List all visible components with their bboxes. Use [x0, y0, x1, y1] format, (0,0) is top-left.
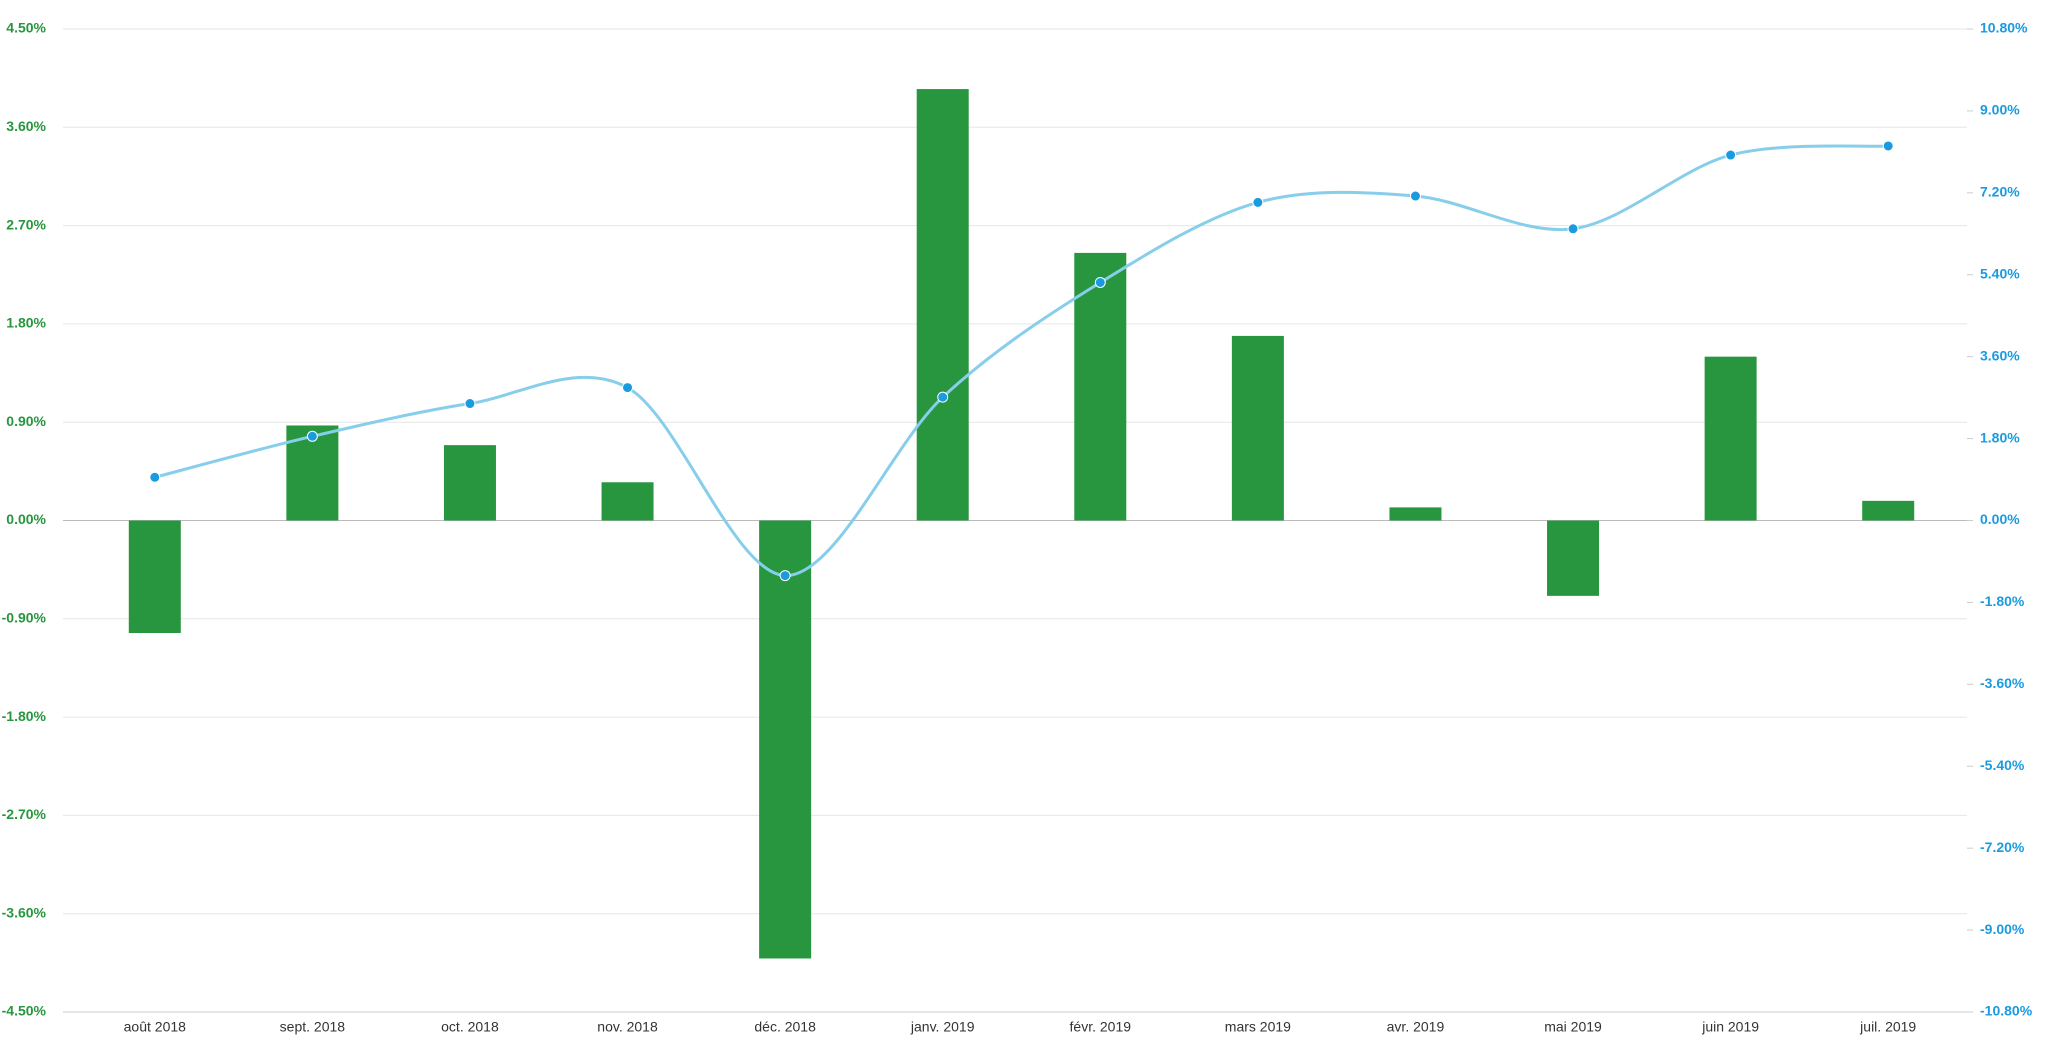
x-tick-label: mai 2019	[1544, 1019, 1602, 1035]
bar	[1547, 520, 1600, 596]
bar	[1231, 335, 1284, 521]
line-marker	[1725, 149, 1737, 161]
line-marker	[1882, 140, 1894, 152]
x-tick-label: août 2018	[124, 1019, 186, 1035]
y-tick-label: 1.80%	[6, 315, 46, 331]
line-marker	[779, 570, 791, 582]
y-tick-label: -4.50%	[2, 1003, 47, 1019]
line-marker	[464, 398, 476, 410]
y2-tick-label: 1.80%	[1980, 429, 2020, 445]
y-tick-label: -2.70%	[2, 806, 47, 822]
line-marker	[1094, 276, 1106, 288]
y2-tick-label: -1.80%	[1980, 593, 2025, 609]
y-tick-label: 4.50%	[6, 20, 46, 36]
bar	[443, 445, 496, 521]
y-tick-label: 0.00%	[6, 511, 46, 527]
line	[154, 144, 1889, 578]
line-marker	[149, 471, 161, 483]
y2-tick-label: -5.40%	[1980, 757, 2025, 773]
y2-tick-label: -7.20%	[1980, 839, 2025, 855]
line-marker	[937, 391, 949, 403]
y2-tick-label: -3.60%	[1980, 675, 2025, 691]
y-tick-label: -1.80%	[2, 708, 47, 724]
line-marker	[1567, 223, 1579, 235]
x-tick-label: sept. 2018	[280, 1019, 346, 1035]
line-marker	[1409, 190, 1421, 202]
x-tick-label: janv. 2019	[910, 1019, 975, 1035]
bar	[1389, 507, 1442, 521]
y2-tick-label: 10.80%	[1980, 20, 2028, 36]
y-tick-label: 0.90%	[6, 413, 46, 429]
y2-tick-label: 3.60%	[1980, 347, 2020, 363]
y-tick-label: -0.90%	[2, 610, 47, 626]
y-tick-label: -3.60%	[2, 904, 47, 920]
x-tick-label: nov. 2018	[597, 1019, 658, 1035]
x-tick-label: déc. 2018	[754, 1019, 816, 1035]
y2-tick-label: 5.40%	[1980, 265, 2020, 281]
y2-tick-label: -10.80%	[1980, 1003, 2033, 1019]
line-marker	[1252, 196, 1264, 208]
bar	[1704, 356, 1757, 521]
x-tick-label: avr. 2019	[1387, 1019, 1445, 1035]
y2-tick-label: 7.20%	[1980, 184, 2020, 200]
x-tick-label: mars 2019	[1225, 1019, 1291, 1035]
line-marker	[306, 430, 318, 442]
y2-tick-label: -9.00%	[1980, 921, 2025, 937]
x-tick-label: juil. 2019	[1859, 1019, 1916, 1035]
bar	[759, 520, 812, 959]
y-tick-label: 3.60%	[6, 118, 46, 134]
y-tick-label: 2.70%	[6, 216, 46, 232]
y2-tick-label: 0.00%	[1980, 511, 2020, 527]
bar	[1862, 500, 1915, 521]
bar	[1074, 252, 1127, 521]
x-tick-label: juin 2019	[1701, 1019, 1759, 1035]
bar	[601, 482, 654, 521]
x-tick-label: févr. 2019	[1070, 1019, 1132, 1035]
line-marker	[622, 382, 634, 394]
bar	[128, 520, 181, 633]
x-tick-label: oct. 2018	[441, 1019, 499, 1035]
y2-tick-label: 9.00%	[1980, 102, 2020, 118]
bar	[916, 89, 969, 521]
